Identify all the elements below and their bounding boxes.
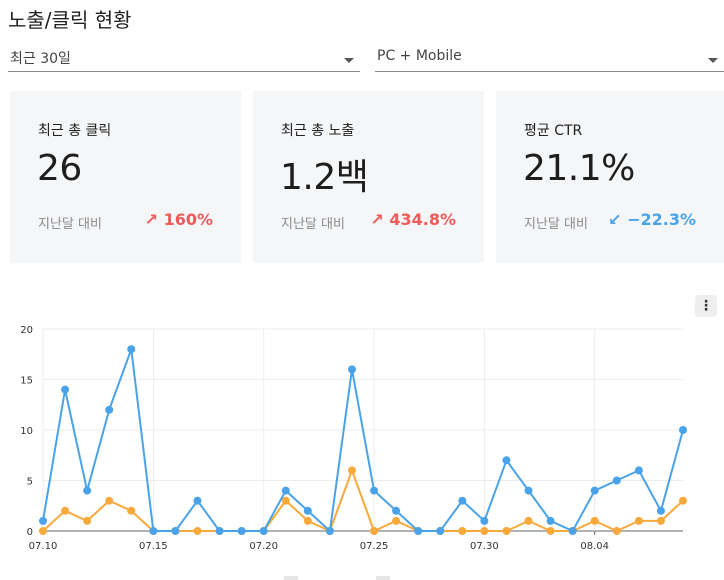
- trend-up-icon: ↗: [144, 210, 158, 229]
- card-change-value: 160%: [163, 210, 213, 229]
- data-point: [259, 527, 268, 535]
- y-tick-label: 0: [27, 527, 33, 538]
- card-change-value: −22.3%: [627, 210, 696, 229]
- chevron-down-icon: [344, 58, 354, 63]
- data-point: [634, 466, 643, 475]
- x-tick-label: 07.15: [139, 541, 168, 552]
- x-tick-label: 08.04: [580, 541, 609, 552]
- impressions-card: 최근 총 노출 1.2백 지난달 대비 ↗ 434.8%: [253, 91, 484, 263]
- data-point: [436, 527, 445, 535]
- data-point: [61, 385, 70, 394]
- data-point: [568, 527, 577, 535]
- data-point: [612, 476, 621, 485]
- data-point: [149, 527, 158, 535]
- y-tick-label: 5: [27, 477, 33, 488]
- y-tick-label: 20: [20, 325, 33, 336]
- y-tick-label: 10: [20, 426, 33, 437]
- data-point: [39, 527, 47, 535]
- line-chart: 0 5 10 15 20 07.10 07.15 07.20 07.25 07.30 08.04: [20, 325, 687, 552]
- data-point: [83, 486, 92, 495]
- x-tick-label: 07.30: [470, 541, 499, 552]
- card-compare-label: 지난달 대비: [38, 217, 102, 232]
- legend-item[interactable]: [376, 576, 390, 580]
- data-point: [127, 345, 136, 354]
- series-line: [42, 348, 684, 534]
- data-point: [281, 486, 290, 495]
- card-change: ↗ 434.8%: [370, 210, 456, 229]
- data-point: [83, 516, 92, 525]
- period-select-value: 최근 30일: [10, 51, 71, 67]
- ctr-card: 평균 CTR 21.1% 지난달 대비 ↙ −22.3%: [496, 91, 724, 263]
- data-point: [679, 426, 687, 434]
- series-line: [42, 467, 684, 533]
- data-point: [370, 486, 379, 495]
- card-change: ↗ 160%: [145, 210, 213, 229]
- card-value: 26: [37, 148, 82, 189]
- card-change-value: 434.8%: [389, 210, 456, 229]
- data-point: [656, 506, 665, 515]
- data-point: [480, 527, 489, 535]
- data-point: [414, 527, 423, 535]
- device-select[interactable]: PC + Mobile: [375, 44, 724, 72]
- data-point: [502, 527, 511, 535]
- data-point: [303, 506, 312, 515]
- data-point: [105, 496, 114, 505]
- data-point: [370, 527, 379, 535]
- card-label: 평균 CTR: [524, 123, 583, 139]
- y-tick-label: 15: [20, 376, 33, 387]
- x-tick-label: 07.20: [249, 541, 278, 552]
- data-point: [502, 456, 511, 465]
- data-point: [458, 527, 467, 535]
- data-point: [347, 466, 356, 475]
- data-point: [392, 516, 401, 525]
- data-point: [105, 405, 114, 414]
- data-point: [193, 527, 202, 535]
- clicks-card: 최근 총 클릭 26 지난달 대비 ↗ 160%: [10, 91, 241, 263]
- data-point: [193, 496, 202, 505]
- data-point: [347, 365, 356, 374]
- legend-item[interactable]: [284, 576, 298, 580]
- card-value: 21.1%: [523, 148, 635, 189]
- chevron-down-icon: [708, 58, 718, 63]
- data-point: [61, 506, 70, 515]
- data-point: [524, 486, 533, 495]
- data-point: [325, 527, 334, 535]
- data-point: [656, 516, 665, 525]
- data-point: [590, 486, 599, 495]
- card-change: ↙ −22.3%: [608, 210, 696, 229]
- x-tick-label: 07.25: [360, 541, 389, 552]
- card-compare-label: 지난달 대비: [524, 217, 588, 232]
- period-select[interactable]: 최근 30일: [8, 44, 360, 72]
- data-point: [127, 506, 136, 515]
- data-point: [237, 527, 246, 535]
- data-point: [546, 527, 555, 535]
- card-label: 최근 총 클릭: [38, 123, 112, 139]
- trend-down-icon: ↙: [608, 210, 622, 229]
- data-point: [215, 527, 224, 535]
- data-point: [392, 506, 401, 515]
- data-point: [524, 516, 533, 525]
- page-title: 노출/클릭 현황: [8, 8, 132, 32]
- card-compare-label: 지난달 대비: [281, 217, 345, 232]
- data-point: [480, 516, 489, 525]
- more-vert-icon[interactable]: ⋮: [695, 295, 717, 317]
- card-label: 최근 총 노출: [281, 123, 355, 139]
- data-point: [590, 516, 599, 525]
- device-select-value: PC + Mobile: [377, 48, 462, 64]
- data-point: [458, 496, 467, 505]
- data-point: [679, 496, 687, 505]
- data-point: [634, 516, 643, 525]
- data-point: [171, 527, 180, 535]
- data-point: [39, 516, 47, 525]
- data-point: [546, 516, 555, 525]
- data-point: [303, 516, 312, 525]
- data-point: [612, 527, 621, 535]
- x-tick-label: 07.10: [29, 541, 58, 552]
- trend-up-icon: ↗: [370, 210, 384, 229]
- card-value: 1.2백: [280, 157, 369, 198]
- data-point: [281, 496, 290, 505]
